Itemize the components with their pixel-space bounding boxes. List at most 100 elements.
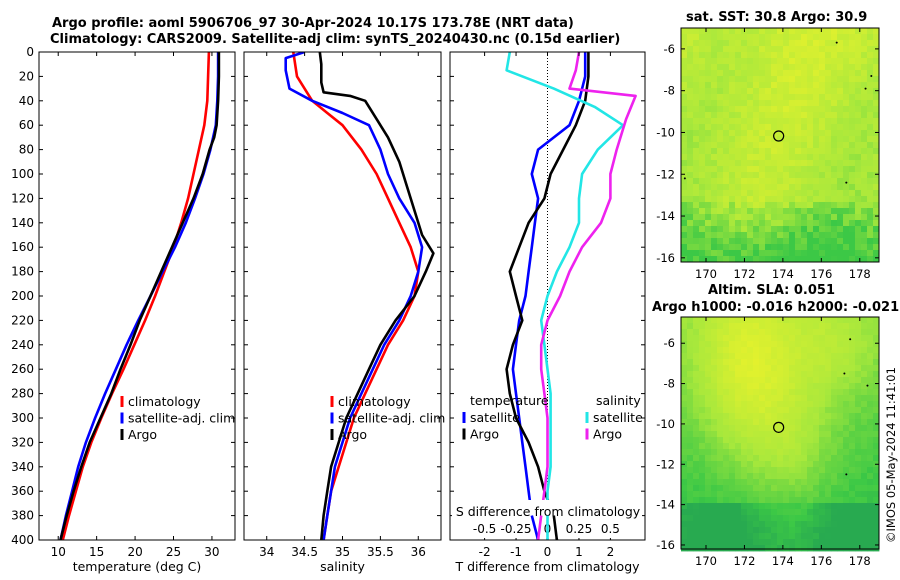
map-speck	[845, 181, 848, 184]
y-tick-label: 240	[11, 338, 34, 352]
difference-panel: -2 -1 0 1 2T difference from climatology sate…	[449, 51, 646, 574]
y-tick-label: 260	[11, 362, 34, 376]
map-x-tick-label: 170	[695, 554, 717, 568]
y-tick-label: 80	[19, 143, 34, 157]
legend-entry: satellite-adj. clim	[128, 411, 235, 426]
sst-map-title: sat. SST: 30.8 Argo: 30.9	[686, 10, 868, 25]
y-tick-label: 200	[11, 289, 34, 303]
series-line-argo	[59, 52, 221, 540]
x-tick-label: 35	[335, 545, 350, 559]
argo-float-marker	[773, 130, 785, 142]
map-x-tick-label: 176	[810, 267, 832, 281]
map-y-tick-label: -14	[656, 209, 675, 223]
x-tick-label: 30	[204, 545, 219, 559]
map-y-tick-label: -16	[656, 251, 675, 265]
x-tick-label: -1	[510, 545, 522, 559]
series-line-argo	[318, 52, 435, 540]
map-x-tick-label: 170	[695, 267, 717, 281]
map-x-tick-label: 176	[810, 554, 832, 568]
figure-title-line2: Climatology: CARS2009. Satellite-adj cli…	[50, 32, 621, 47]
map-y-tick-label: -8	[664, 84, 675, 98]
y-tick-label: 140	[11, 216, 34, 230]
legend-entry: Argo	[128, 427, 157, 442]
temperature-panel: 0 20 40 60 80 100 120 140 160 180 200 220 240 260 280 3…	[11, 45, 236, 574]
legend-heading-salinity: salinity	[596, 393, 641, 408]
figure-title-line1: Argo profile: aoml 5906706_97 30-Apr-202…	[52, 16, 574, 31]
map-x-tick-label: 172	[733, 267, 755, 281]
x-tick-label: 2	[607, 545, 615, 559]
series-line-bottom	[530, 515, 540, 541]
y-tick-label: 100	[11, 167, 34, 181]
x-tick-label: 10	[51, 545, 66, 559]
y-tick-label: 360	[11, 484, 34, 498]
map-cells	[681, 317, 880, 552]
y-tick-label: 60	[19, 118, 34, 132]
map-x-tick-label: 174	[772, 267, 794, 281]
y-tick-label: 320	[11, 435, 34, 449]
y-tick-label: 380	[11, 509, 34, 523]
argo-float-marker	[773, 421, 785, 433]
legend-entry: Argo	[338, 427, 367, 442]
y-tick-label: 280	[11, 387, 34, 401]
legend-heading-temperature: temperature	[470, 393, 549, 408]
s-difference-tick-label: 0.25	[566, 522, 593, 536]
y-tick-label: 400	[11, 533, 34, 547]
map-y-tick-label: -10	[656, 125, 675, 139]
map-x-tick-label: 172	[733, 554, 755, 568]
map-y-tick-label: -6	[664, 336, 675, 350]
map-speck	[845, 473, 848, 476]
series-line-t-argo	[505, 52, 590, 540]
y-tick-label: 340	[11, 460, 34, 474]
legend-entry: Argo	[593, 427, 622, 442]
salinity-panel: 34 34.5 35 35.5 36 salinity climatology satelli…	[243, 51, 445, 574]
x-tick-label: 1	[575, 545, 583, 559]
s-difference-axis-label: S difference from climatology	[456, 504, 641, 519]
x-tick-label: 34	[259, 545, 274, 559]
s-difference-tick-label: -0.5	[473, 522, 496, 536]
map-y-tick-label: -12	[656, 457, 675, 471]
x-tick-label: 34.5	[291, 545, 318, 559]
s-difference-tick-label: 0.5	[601, 522, 620, 536]
s-difference-tick-label: -0.25	[501, 522, 532, 536]
y-tick-label: 0	[26, 45, 34, 59]
map-y-tick-label: -14	[656, 498, 675, 512]
legend-entry: satellite	[593, 410, 643, 425]
map-y-tick-label: -6	[664, 42, 675, 56]
map-speck	[870, 75, 873, 78]
sla-map-panel: 170 172 174 176 178 -6 -8 -10 -12 -14 -16	[656, 316, 880, 568]
map-x-tick-label: 178	[849, 554, 871, 568]
series-line-climatology	[61, 52, 211, 540]
y-tick-label: 40	[19, 94, 34, 108]
map-y-tick-label: -12	[656, 167, 675, 181]
x-axis-label: temperature (deg C)	[73, 559, 202, 574]
x-tick-label: 35.5	[367, 545, 394, 559]
x-axis-label: T difference from climatology	[454, 559, 640, 574]
map-x-tick-label: 174	[772, 554, 794, 568]
x-tick-label: 36	[411, 545, 426, 559]
y-tick-label: 20	[19, 69, 34, 83]
y-tick-label: 160	[11, 240, 34, 254]
x-tick-label: 15	[89, 545, 104, 559]
map-speck	[843, 372, 846, 375]
legend-entry: climatology	[128, 394, 201, 409]
series-line-climatology	[292, 52, 420, 540]
y-tick-label: 220	[11, 313, 34, 327]
x-tick-label: 0	[544, 545, 552, 559]
sla-map-title-line2: Argo h1000: -0.016 h2000: -0.021	[652, 300, 900, 315]
legend-entry: Argo	[470, 427, 499, 442]
map-frame	[680, 27, 880, 263]
x-tick-label: 25	[166, 545, 181, 559]
y-tick-label: 120	[11, 191, 34, 205]
series-line-bottom	[536, 515, 543, 541]
series-line-t-satellite	[511, 52, 587, 540]
legend-entry: satellite-adj. clim	[338, 411, 445, 426]
series-line-bottom	[552, 515, 559, 541]
map-y-tick-label: -16	[656, 538, 675, 552]
map-speck	[866, 384, 869, 387]
map-speck	[864, 87, 867, 90]
map-frame	[680, 316, 880, 550]
y-tick-label: 180	[11, 265, 34, 279]
legend-entry: climatology	[338, 394, 411, 409]
map-speck	[835, 41, 838, 44]
